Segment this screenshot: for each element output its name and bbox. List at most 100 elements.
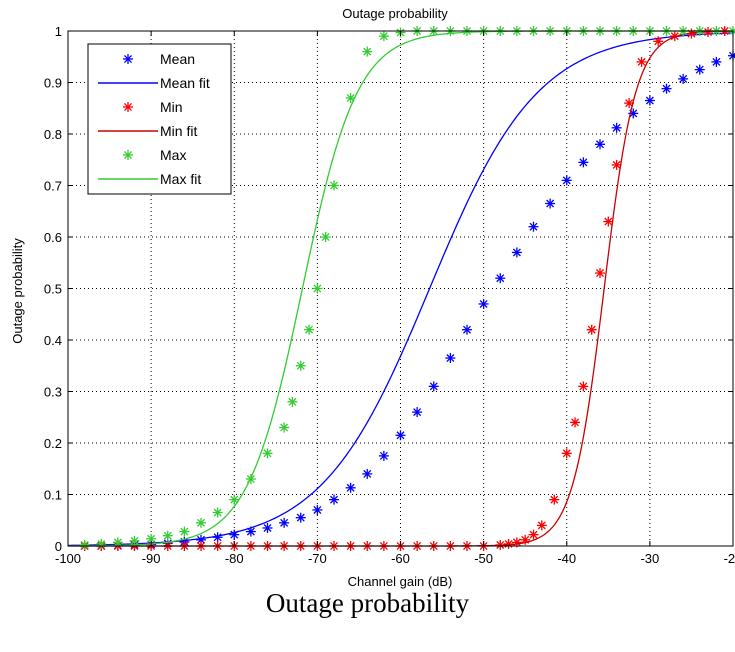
data-point-mean <box>711 56 722 67</box>
marker-stroke <box>163 531 172 540</box>
marker-stroke <box>124 55 132 63</box>
legend-label: Min <box>160 99 183 115</box>
marker-stroke <box>313 505 322 514</box>
marker-stroke <box>529 222 538 231</box>
x-tick-label: -90 <box>142 551 161 566</box>
y-tick-label: 0.4 <box>44 333 62 348</box>
data-point-max <box>279 422 290 433</box>
marker-stroke <box>305 325 314 334</box>
data-point-mean <box>511 247 522 258</box>
data-point-mean <box>395 430 406 441</box>
marker-stroke <box>80 540 89 549</box>
marker-stroke <box>679 74 688 83</box>
x-tick-label: -100 <box>55 551 81 566</box>
marker-stroke <box>596 140 604 149</box>
x-tick-label: -20 <box>724 551 735 566</box>
marker-stroke <box>645 96 654 105</box>
data-point-mean <box>495 273 506 284</box>
data-point-max <box>329 180 339 191</box>
data-point-max <box>212 507 223 518</box>
y-tick-label: 1 <box>55 24 62 39</box>
marker-stroke <box>546 199 555 208</box>
data-point-max <box>320 232 331 242</box>
data-point-max <box>96 538 107 549</box>
marker-stroke <box>463 325 471 334</box>
grid-lines <box>68 31 733 546</box>
data-point-max <box>196 517 206 528</box>
data-point-min <box>536 520 547 531</box>
legend-item-max-fit: Max fit <box>98 171 201 187</box>
data-point-max <box>287 396 298 407</box>
chart-title: Outage probability <box>342 6 448 21</box>
data-point-min <box>636 56 647 67</box>
marker-stroke <box>213 508 222 517</box>
data-point-min <box>603 216 614 227</box>
data-point-mean <box>345 482 356 493</box>
data-point-mean <box>611 122 622 133</box>
marker-stroke <box>363 47 372 56</box>
legend: Mean Mean fit Min Min fit Max Max fit <box>87 43 232 195</box>
legend-label: Min fit <box>160 123 197 139</box>
y-tick-label: 0.8 <box>44 127 62 142</box>
marker-stroke <box>550 495 559 504</box>
data-point-max <box>262 448 273 459</box>
chart-svg: Outage probability Channel gain (dB) Out… <box>10 6 735 589</box>
data-point-max <box>179 526 190 537</box>
data-point-mean <box>362 468 373 479</box>
legend-marker-swatch <box>123 102 133 112</box>
legend-marker-swatch <box>123 54 133 64</box>
legend-item-min: Min <box>123 99 183 115</box>
legend-item-max: Max <box>123 147 186 163</box>
marker-stroke <box>604 217 613 226</box>
marker-stroke <box>396 431 405 440</box>
data-point-mean <box>412 407 423 418</box>
marker-stroke <box>180 527 189 536</box>
x-tick-label: -30 <box>640 551 659 566</box>
data-point-min <box>586 324 597 335</box>
x-tick-label: -50 <box>474 551 493 566</box>
marker-stroke <box>113 538 122 547</box>
plot-series <box>67 26 735 551</box>
x-tick-label: -80 <box>225 551 244 566</box>
marker-stroke <box>280 423 289 432</box>
data-point-min <box>611 159 622 170</box>
marker-stroke <box>429 382 438 391</box>
y-tick-label: 0.9 <box>44 76 62 91</box>
data-point-mean <box>578 157 589 168</box>
marker-stroke <box>629 109 638 118</box>
marker-stroke <box>346 93 355 102</box>
legend-item-mean-fit: Mean fit <box>98 75 210 91</box>
legend-item-mean: Mean <box>123 51 195 67</box>
marker-stroke <box>537 521 546 530</box>
data-point-min <box>653 36 664 47</box>
y-tick-label: 0.1 <box>44 488 62 503</box>
data-point-mean <box>528 221 539 232</box>
marker-stroke <box>197 535 205 544</box>
data-point-mean <box>262 522 273 533</box>
marker-stroke <box>496 274 505 283</box>
data-point-mean <box>478 298 489 309</box>
data-point-min <box>624 98 635 109</box>
marker-stroke <box>263 449 272 458</box>
marker-stroke <box>263 523 272 532</box>
marker-stroke <box>446 354 455 363</box>
data-point-mean <box>279 517 290 528</box>
marker-stroke <box>612 160 621 169</box>
legend-marker-swatch <box>123 150 133 160</box>
series-line-mean-fit <box>67 32 734 547</box>
marker-stroke <box>512 248 521 257</box>
data-point-mean <box>212 532 223 543</box>
y-tick-label: 0 <box>55 539 62 554</box>
series-max <box>79 26 735 550</box>
legend-label: Mean fit <box>160 75 210 91</box>
legend-box <box>87 43 232 195</box>
series-mean-fit <box>67 32 734 547</box>
marker-stroke <box>579 382 588 391</box>
data-point-mean <box>462 324 472 335</box>
data-point-mean <box>329 494 339 505</box>
marker-stroke <box>363 469 372 478</box>
y-tick-label: 0.3 <box>44 385 62 400</box>
marker-stroke <box>654 37 663 46</box>
marker-stroke <box>579 158 588 167</box>
